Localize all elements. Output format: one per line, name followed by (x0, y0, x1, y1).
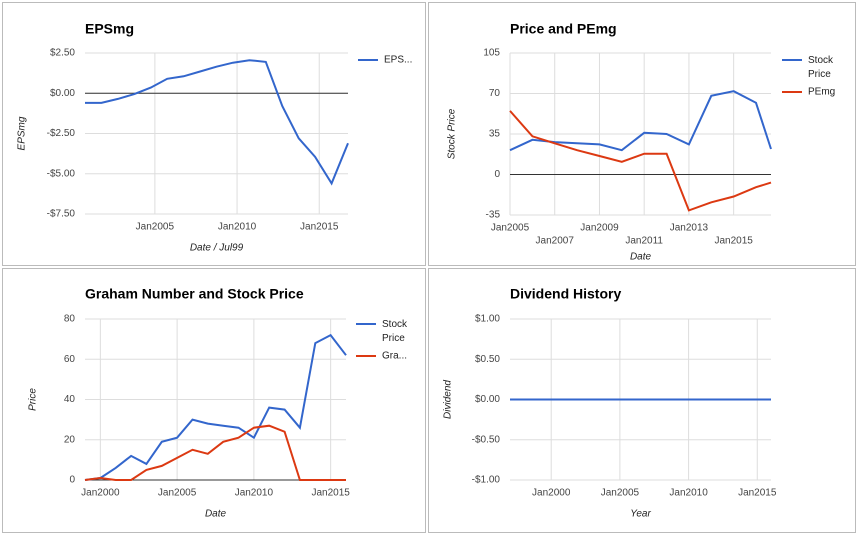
x-tick-label: Jan2005 (136, 222, 175, 233)
series-line (509, 90, 772, 152)
chart-title: Price and PEmg (510, 21, 617, 37)
legend-label: Gra... (382, 351, 407, 362)
y-tick-label: $0.00 (50, 88, 75, 99)
y-axis-label: Dividend (443, 380, 454, 419)
chart-title: Dividend History (510, 286, 621, 302)
x-axis-label: Year (630, 509, 651, 520)
x-tick-label: Jan2000 (532, 488, 571, 499)
y-axis-label: Stock Price (447, 108, 458, 159)
x-tick-label: Jan2005 (158, 488, 197, 499)
series-line (509, 110, 772, 212)
y-tick-label: 60 (64, 354, 76, 365)
x-axis-label: Date (630, 252, 652, 263)
y-tick-label: -$5.00 (47, 168, 76, 179)
y-tick-label: $0.00 (475, 394, 500, 405)
panel-border (428, 2, 856, 266)
y-tick-label: -$1.00 (472, 475, 501, 486)
y-tick-label: $1.00 (475, 314, 500, 325)
panel-border (2, 268, 426, 533)
chart-title: EPSmg (85, 21, 134, 37)
series-line (85, 59, 349, 186)
y-tick-label: 105 (483, 48, 500, 59)
y-tick-label: 0 (494, 169, 500, 180)
x-tick-label: Jan2015 (714, 236, 753, 247)
chart-title: Graham Number and Stock Price (85, 286, 304, 302)
y-tick-label: 20 (64, 434, 76, 445)
x-axis-label: Date / Jul99 (190, 243, 244, 254)
y-tick-label: -$7.50 (47, 209, 76, 220)
panel-border (428, 268, 856, 533)
x-tick-label: Jan2010 (235, 488, 274, 499)
y-tick-label: 35 (489, 129, 501, 140)
x-axis-label: Date (205, 509, 227, 520)
x-tick-label: Jan2010 (218, 222, 257, 233)
x-tick-label: Jan2009 (580, 223, 619, 234)
x-tick-label: Jan2015 (311, 488, 350, 499)
y-tick-label: -$2.50 (47, 128, 76, 139)
series-line (84, 424, 346, 481)
panel-border (2, 2, 426, 266)
y-tick-label: 70 (489, 88, 501, 99)
x-tick-label: Jan2015 (300, 222, 339, 233)
x-tick-label: Jan2010 (669, 488, 708, 499)
y-tick-label: -$0.50 (472, 434, 501, 445)
y-tick-label: 40 (64, 394, 76, 405)
x-tick-label: Jan2005 (601, 488, 640, 499)
y-tick-label: 0 (69, 475, 75, 486)
legend-label: Stock Price (382, 319, 408, 344)
x-tick-label: Jan2013 (670, 223, 709, 234)
y-tick-label: $0.50 (475, 354, 500, 365)
x-tick-label: Jan2005 (491, 223, 530, 234)
series-line (84, 333, 347, 481)
legend-label: PEmg (808, 87, 835, 98)
x-tick-label: Jan2000 (81, 488, 120, 499)
x-tick-label: Jan2011 (625, 236, 663, 247)
y-tick-label: 80 (64, 314, 76, 325)
y-tick-label: $2.50 (50, 48, 75, 59)
y-tick-label: -35 (486, 210, 501, 221)
legend-label: Stock Price (808, 55, 834, 80)
x-tick-label: Jan2015 (738, 488, 777, 499)
y-axis-label: Price (28, 388, 39, 411)
x-tick-label: Jan2007 (536, 236, 575, 247)
legend-label: EPS... (384, 55, 412, 66)
y-axis-label: EPSmg (17, 116, 28, 150)
